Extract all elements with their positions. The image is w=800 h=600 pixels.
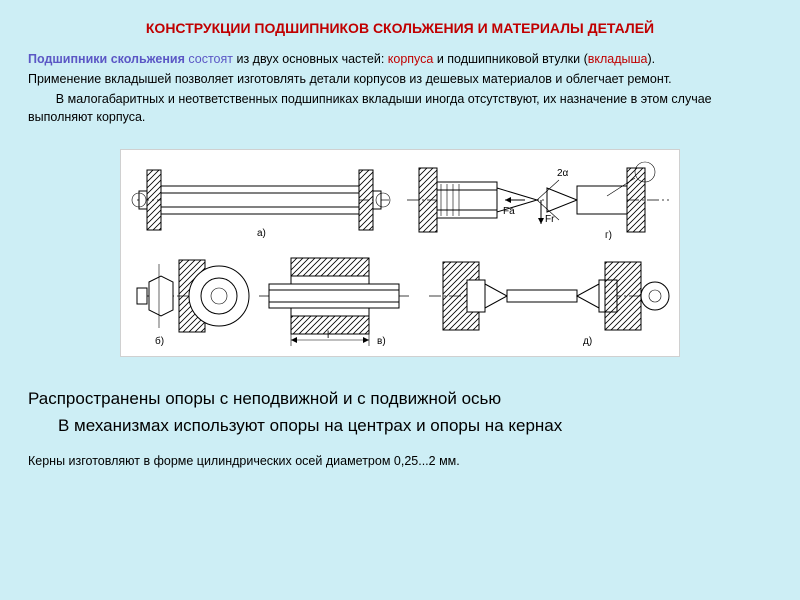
paragraph-2: Применение вкладышей позволяет изготовля… <box>28 70 772 88</box>
p1-t5: и подшипниковой втулки ( <box>433 52 587 66</box>
label-fr: Fr <box>545 214 555 225</box>
slide-page: КОНСТРУКЦИИ ПОДШИПНИКОВ СКОЛЬЖЕНИЯ И МАТ… <box>0 0 800 600</box>
label-d: д) <box>583 336 592 347</box>
p1-t2: состоят <box>185 52 233 66</box>
label-fa: Fa <box>503 206 515 217</box>
label-a: а) <box>257 228 266 239</box>
label-l: l <box>327 330 329 341</box>
bearing-diagram: а) <box>120 149 680 357</box>
page-title: КОНСТРУКЦИИ ПОДШИПНИКОВ СКОЛЬЖЕНИЯ И МАТ… <box>28 20 772 36</box>
paragraph-4: Керны изготовляют в форме цилиндрических… <box>28 452 772 470</box>
term-insert: вкладыша <box>588 52 648 66</box>
paragraph-3: В малогабаритных и неответственных подши… <box>28 90 772 126</box>
p1-t3: из двух основных частей: <box>233 52 388 66</box>
paragraph-1: Подшипники скольжения состоят из двух ос… <box>28 50 772 68</box>
subheading-1: Распространены опоры с неподвижной и с п… <box>28 387 772 411</box>
term-body: корпуса <box>388 52 434 66</box>
label-g: г) <box>605 230 612 241</box>
subheading-2: В механизмах используют опоры на центрах… <box>28 414 772 438</box>
label-b: б) <box>155 335 164 347</box>
label-angle: 2α <box>557 168 569 179</box>
term-bearings: Подшипники скольжения <box>28 52 185 66</box>
figure-container: а) <box>28 149 772 357</box>
p1-t7: ). <box>648 52 656 66</box>
label-v: в) <box>377 336 386 347</box>
